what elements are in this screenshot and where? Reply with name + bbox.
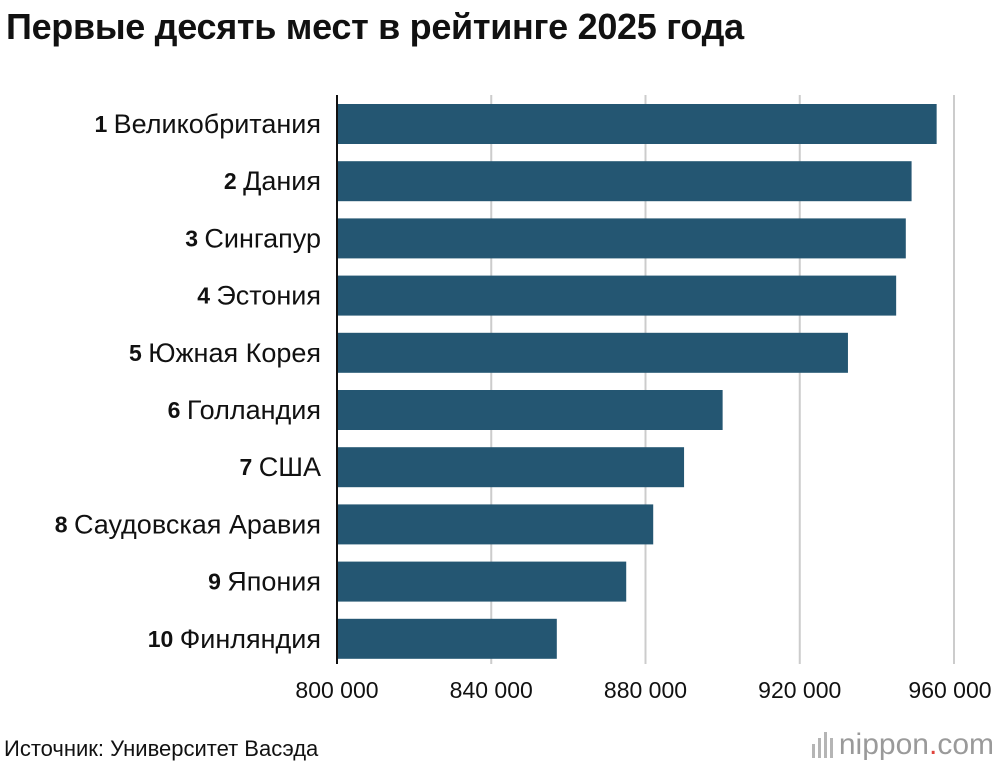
x-tick-label: 960 000 <box>908 677 991 703</box>
category-label: 10 Финляндия <box>148 624 321 654</box>
category-label: 9 Япония <box>208 567 321 597</box>
chart-title: Первые десять мест в рейтинге 2025 года <box>6 6 744 47</box>
category-label: 6 Голландия <box>168 395 321 425</box>
bar <box>337 618 557 659</box>
category-name: Южная Корея <box>148 338 321 368</box>
category-rank: 9 <box>208 569 227 595</box>
category-label: 1 Великобритания <box>94 109 321 139</box>
category-rank: 4 <box>197 283 216 309</box>
brand-name: nippon <box>838 728 929 761</box>
category-name: Япония <box>227 567 321 597</box>
category-label: 4 Эстония <box>197 281 321 311</box>
category-name: Финляндия <box>180 624 321 654</box>
bar <box>337 504 654 545</box>
bar <box>337 561 627 602</box>
category-rank: 1 <box>94 111 113 137</box>
x-tick-label: 920 000 <box>758 677 841 703</box>
category-rank: 6 <box>168 397 187 423</box>
x-tick-label: 840 000 <box>450 677 533 703</box>
brand-mark-icon <box>811 732 833 758</box>
source-note: Источник: Университет Васэда <box>4 736 319 761</box>
bar <box>337 275 897 316</box>
category-rank: 10 <box>148 626 180 652</box>
category-name: Саудовская Аравия <box>74 509 321 539</box>
category-name: Великобритания <box>114 109 321 139</box>
category-name: Дания <box>243 166 321 196</box>
category-label: 5 Южная Корея <box>129 338 321 368</box>
bar <box>337 161 912 202</box>
bar <box>337 104 937 144</box>
bar-chart: 1 Великобритания 2 Дания 3 Сингапур 4 Эстон… <box>55 95 992 703</box>
bar <box>337 332 848 373</box>
category-name: Голландия <box>187 395 321 425</box>
x-tick-label: 800 000 <box>295 677 378 703</box>
x-axis-tick-labels: 800 000 840 000 880 000 920 000 960 000 <box>295 677 991 703</box>
brand-tld: com <box>937 728 994 761</box>
x-tick-label: 880 000 <box>604 677 687 703</box>
category-label: 2 Дания <box>224 166 321 196</box>
category-rank: 7 <box>240 454 259 480</box>
category-label: 3 Сингапур <box>185 223 321 253</box>
brand-dot: . <box>928 728 938 761</box>
category-rank: 5 <box>129 340 148 366</box>
category-name: Сингапур <box>204 223 321 253</box>
bar <box>337 218 906 259</box>
category-name: Эстония <box>216 281 321 311</box>
category-name: США <box>259 452 321 482</box>
brand-logo[interactable]: nippon.com <box>811 728 994 762</box>
category-rank: 3 <box>185 225 204 251</box>
category-label: 7 США <box>240 452 321 482</box>
bar <box>337 390 723 430</box>
category-rank: 2 <box>224 168 243 194</box>
category-label: 8 Саудовская Аравия <box>55 509 321 539</box>
category-labels: 1 Великобритания 2 Дания 3 Сингапур 4 Эстон… <box>55 109 321 654</box>
bars <box>337 104 937 659</box>
bar <box>337 447 685 488</box>
category-rank: 8 <box>55 511 74 537</box>
